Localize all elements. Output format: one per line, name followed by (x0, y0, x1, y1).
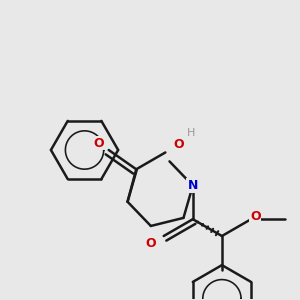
Text: O: O (94, 137, 104, 150)
Text: H: H (188, 128, 196, 138)
Text: O: O (250, 210, 261, 223)
Text: O: O (173, 138, 184, 152)
Text: O: O (145, 237, 156, 250)
Text: N: N (188, 179, 198, 192)
